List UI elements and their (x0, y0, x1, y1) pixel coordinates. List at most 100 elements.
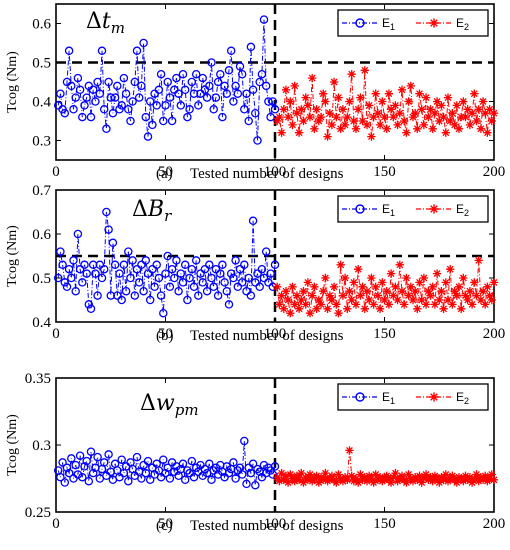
data-point-E2 (343, 112, 352, 122)
data-point-E2 (286, 470, 295, 479)
series-line-E1 (57, 440, 276, 486)
data-point-E1 (73, 470, 83, 479)
data-point-E1 (67, 273, 76, 283)
data-point-E1 (143, 456, 153, 466)
data-point-E1 (75, 85, 85, 95)
data-point-E1 (213, 291, 223, 300)
data-point-E1 (159, 455, 168, 464)
data-point-E2 (382, 124, 391, 133)
data-point-E2 (467, 109, 477, 118)
data-point-E2 (411, 109, 420, 118)
data-point-E2 (354, 478, 363, 487)
data-point-E2 (382, 471, 391, 480)
data-point-E2 (489, 278, 499, 287)
data-point-E1 (60, 108, 70, 118)
data-point-E2 (481, 300, 490, 309)
data-point-E1 (145, 295, 155, 305)
data-point-E2 (395, 109, 404, 118)
data-point-E1 (216, 69, 225, 79)
data-point-E2 (279, 475, 288, 484)
data-point-E1 (121, 89, 131, 98)
data-point-E1 (104, 77, 113, 87)
data-point-E2 (273, 282, 282, 291)
data-point-E2 (430, 300, 440, 309)
data-point-E2 (389, 291, 398, 300)
data-point-E1 (93, 77, 102, 87)
data-point-E2 (457, 112, 466, 122)
data-point-E1 (259, 273, 269, 283)
data-point-E1 (174, 89, 183, 98)
data-point-E1 (237, 470, 247, 479)
data-point-E2 (426, 105, 435, 114)
data-point-E2 (277, 468, 286, 478)
data-point-E1 (137, 474, 146, 483)
data-point-E1 (67, 81, 76, 91)
data-point-E2 (406, 81, 415, 91)
data-point-E2 (485, 105, 494, 114)
data-point-E2 (362, 477, 372, 486)
data-point-E1 (218, 112, 227, 122)
data-point-E2 (356, 470, 365, 479)
data-point-E2 (439, 304, 448, 313)
data-point-E1 (117, 101, 126, 110)
data-point-E1 (71, 286, 80, 296)
data-point-E2 (319, 287, 328, 296)
data-point-E2 (448, 109, 457, 118)
data-point-E1 (75, 451, 85, 460)
data-point-E1 (80, 462, 89, 471)
data-point-E1 (119, 73, 129, 83)
data-point-E2 (345, 287, 354, 296)
data-point-E1 (261, 247, 271, 256)
data-point-E1 (134, 278, 144, 287)
data-point-E2 (446, 116, 455, 126)
data-point-E1 (248, 216, 258, 226)
data-point-E2 (391, 282, 400, 291)
data-point-E2 (351, 124, 361, 133)
data-point-E2 (378, 97, 387, 106)
data-point-E2 (461, 471, 470, 480)
data-point-E2 (428, 124, 437, 133)
data-point-E2 (349, 278, 358, 287)
x-axis-label: Tested number of designs (190, 328, 344, 344)
data-point-E1 (167, 264, 177, 274)
data-point-E2 (459, 97, 468, 106)
data-point-E1 (84, 476, 94, 486)
data-point-E2 (373, 291, 383, 300)
data-point-E1 (209, 282, 218, 292)
data-point-E1 (130, 291, 140, 300)
data-point-E2 (397, 85, 407, 94)
data-point-E1 (102, 124, 111, 134)
legend-marker-E2 (429, 204, 439, 214)
data-point-E1 (237, 278, 247, 287)
data-point-E1 (159, 116, 168, 126)
data-point-E1 (82, 456, 91, 466)
data-point-E2 (435, 116, 444, 126)
data-point-E2 (382, 287, 391, 296)
data-point-E1 (259, 15, 269, 24)
data-point-E2 (417, 295, 426, 305)
data-point-E1 (178, 69, 188, 79)
data-point-E1 (270, 260, 280, 270)
data-point-E2 (459, 477, 468, 486)
data-point-E1 (121, 286, 131, 296)
data-point-E2 (319, 89, 328, 98)
data-point-E2 (329, 282, 339, 291)
legend-label-E2: E2 (456, 202, 469, 218)
data-point-E2 (421, 300, 431, 309)
data-point-E1 (202, 286, 212, 296)
data-point-E1 (56, 247, 65, 256)
data-point-E2 (279, 105, 288, 114)
data-point-E2 (397, 471, 407, 480)
data-point-E1 (130, 77, 140, 87)
data-point-E1 (60, 478, 70, 487)
data-point-E1 (56, 89, 65, 98)
data-point-E1 (231, 474, 240, 483)
data-point-E1 (270, 462, 280, 471)
data-point-E1 (69, 256, 78, 265)
data-point-E2 (386, 269, 396, 278)
data-point-E2 (424, 112, 433, 122)
data-point-E2 (323, 132, 332, 141)
data-point-E2 (290, 300, 299, 309)
data-point-E1 (86, 112, 96, 122)
data-point-E1 (248, 459, 258, 469)
